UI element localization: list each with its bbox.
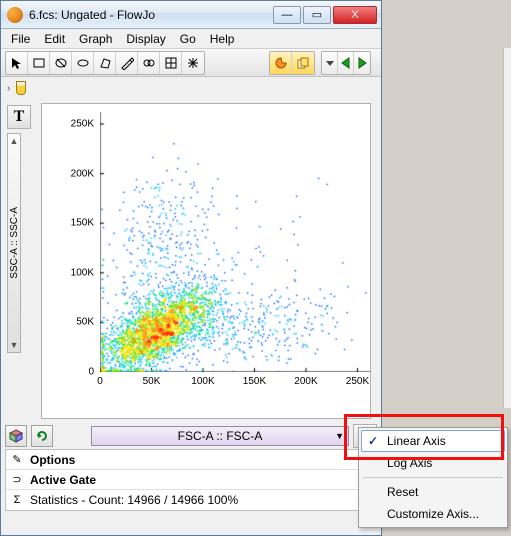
- auto-gate-icon[interactable]: [138, 52, 160, 74]
- menu-separator: [363, 477, 503, 478]
- close-button[interactable]: X: [333, 6, 377, 24]
- check-icon: ✓: [368, 434, 378, 448]
- layout-dropdown-icon[interactable]: [322, 52, 338, 74]
- menu-help[interactable]: Help: [204, 30, 241, 48]
- menu-reset[interactable]: Reset: [361, 481, 505, 503]
- axis-context-menu: ✓ Linear Axis Log Axis Reset Customize A…: [358, 427, 508, 528]
- y-tick: 0: [88, 367, 94, 378]
- active-gate-label: Active Gate: [30, 473, 96, 487]
- menu-edit[interactable]: Edit: [38, 30, 71, 48]
- y-tick: 200K: [71, 168, 94, 179]
- palette-icon[interactable]: [270, 52, 292, 74]
- menu-display[interactable]: Display: [120, 30, 171, 48]
- x-tick: 250K: [346, 376, 369, 387]
- options-row[interactable]: ✎ Options: [6, 450, 376, 470]
- menu-customize-axis[interactable]: Customize Axis...: [361, 503, 505, 525]
- x-tick: 150K: [243, 376, 266, 387]
- stats-tool-icon[interactable]: [160, 52, 182, 74]
- dropdown-arrow-icon: ▼: [335, 431, 344, 441]
- menu-log-axis-label: Log Axis: [387, 456, 432, 470]
- 3d-view-icon[interactable]: [5, 425, 27, 447]
- spider-gate-icon[interactable]: [182, 52, 204, 74]
- expand-icon[interactable]: ›: [7, 83, 10, 94]
- y-tick: 150K: [71, 218, 94, 229]
- app-icon: [7, 7, 23, 23]
- pencil-tool-icon[interactable]: [116, 52, 138, 74]
- menu-file[interactable]: File: [5, 30, 36, 48]
- info-rows: ✎ Options ⊃ Active Gate Σ Statistics - C…: [5, 449, 377, 511]
- y-tick: 100K: [71, 267, 94, 278]
- x-axis-label: FSC-A :: FSC-A: [178, 429, 263, 443]
- rect-gate-icon[interactable]: [28, 52, 50, 74]
- menu-customize-axis-label: Customize Axis...: [387, 507, 479, 521]
- menu-reset-label: Reset: [387, 485, 418, 499]
- statistics-row[interactable]: Σ Statistics - Count: 14966 / 14966 100%: [6, 490, 376, 510]
- bottom-panel: FSC-A :: FSC-A ▼ T ✎ Options ⊃ Active Ga…: [5, 423, 377, 511]
- x-tick: 100K: [191, 376, 214, 387]
- chevron-up-icon: ▲: [10, 136, 19, 146]
- nav-next-icon[interactable]: [354, 52, 370, 74]
- active-gate-row[interactable]: ⊃ Active Gate: [6, 470, 376, 490]
- menubar: File Edit Graph Display Go Help: [1, 29, 381, 49]
- quad-gate-icon[interactable]: [94, 52, 116, 74]
- x-tick: 200K: [294, 376, 317, 387]
- refresh-icon[interactable]: [31, 425, 53, 447]
- y-ticks: 050K100K150K200K250K: [66, 112, 98, 372]
- x-axis-selector[interactable]: FSC-A :: FSC-A ▼: [91, 426, 349, 446]
- options-label: Options: [30, 453, 75, 467]
- menu-linear-axis[interactable]: ✓ Linear Axis: [361, 430, 505, 452]
- nav-tools: [321, 51, 371, 75]
- x-axis-row: FSC-A :: FSC-A ▼ T: [5, 423, 377, 449]
- x-tick: 50K: [143, 376, 161, 387]
- window-buttons: — ▭ X: [273, 6, 377, 24]
- copy-graph-icon[interactable]: [292, 52, 314, 74]
- y-axis-transform-button[interactable]: T: [7, 105, 31, 129]
- menu-go[interactable]: Go: [174, 30, 202, 48]
- y-tick: 50K: [76, 317, 94, 328]
- y-axis-controls: T ▲ SSC-A :: SSC-A ▼: [7, 105, 33, 353]
- plot-panel: 0 50K 100K 150K 200K 250K 0 50K 100K 150K 200K 250…: [41, 103, 371, 419]
- toolbar: [1, 49, 381, 77]
- ellipse-gate-icon[interactable]: [50, 52, 72, 74]
- stats-icon: Σ: [10, 494, 24, 506]
- menu-graph[interactable]: Graph: [73, 30, 118, 48]
- x-ticks: 0 50K 100K 150K 200K 250K: [100, 376, 370, 392]
- active-gate-icon: ⊃: [10, 473, 24, 486]
- chevron-down-icon: ▼: [10, 340, 19, 350]
- adjacent-window-edge: [503, 48, 511, 408]
- x-tick: 0: [97, 376, 103, 387]
- gating-tools: [5, 51, 205, 75]
- polygon-gate-icon[interactable]: [72, 52, 94, 74]
- y-axis-selector[interactable]: ▲ SSC-A :: SSC-A ▼: [7, 133, 21, 353]
- menu-linear-axis-label: Linear Axis: [387, 434, 446, 448]
- minimize-button[interactable]: —: [273, 6, 301, 24]
- nav-prev-icon[interactable]: [338, 52, 354, 74]
- app-window: 6.fcs: Ungated - FlowJo — ▭ X File Edit …: [0, 0, 382, 536]
- sample-bar: ›: [1, 77, 381, 99]
- menu-log-axis[interactable]: Log Axis: [361, 452, 505, 474]
- y-axis-label: SSC-A :: SSC-A: [9, 207, 20, 279]
- scatter-plot[interactable]: [100, 112, 370, 372]
- display-tools: [269, 51, 315, 75]
- y-tick: 250K: [71, 119, 94, 130]
- maximize-button[interactable]: ▭: [303, 6, 331, 24]
- options-icon: ✎: [10, 453, 24, 466]
- titlebar[interactable]: 6.fcs: Ungated - FlowJo — ▭ X: [1, 1, 381, 29]
- sample-tube-icon[interactable]: [16, 81, 26, 95]
- pointer-tool-icon[interactable]: [6, 52, 28, 74]
- stats-label: Statistics - Count: 14966 / 14966 100%: [30, 493, 238, 507]
- window-title: 6.fcs: Ungated - FlowJo: [29, 8, 273, 22]
